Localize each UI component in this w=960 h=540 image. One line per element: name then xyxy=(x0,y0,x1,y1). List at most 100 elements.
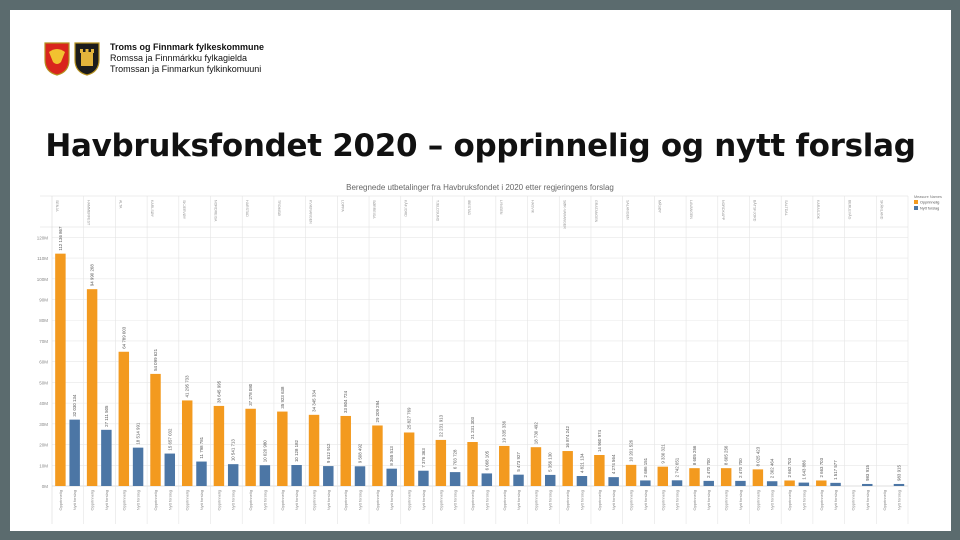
bar-nytt-forslag xyxy=(513,474,524,486)
bar-opprinnelig xyxy=(467,442,478,486)
bar-nytt-forslag xyxy=(323,466,334,486)
x-tick-label: Opprinnelig xyxy=(565,490,570,510)
x-tick-label: Opprinnelig xyxy=(597,490,602,510)
category-label: LOPPA xyxy=(340,200,344,212)
bar-nytt-forslag xyxy=(354,466,366,486)
bar-nytt-forslag xyxy=(703,480,714,486)
data-label: 38 645 995 xyxy=(216,380,221,403)
data-label: 7 376 363 xyxy=(421,448,426,468)
data-label: 1 517 577 xyxy=(833,460,838,480)
x-tick-label: Nytt forslag xyxy=(72,490,77,510)
bar-opprinnelig xyxy=(625,464,637,486)
legend-label: Opprinnelig xyxy=(920,201,939,205)
x-tick-label: Opprinnelig xyxy=(629,490,634,510)
legend-title: Measure Names xyxy=(914,195,942,199)
x-tick-label: Nytt forslag xyxy=(548,490,553,510)
category-label: GRATANGEN xyxy=(594,200,598,223)
y-tick-label: 120M xyxy=(37,235,49,240)
y-tick-label: 110M xyxy=(37,256,48,261)
bar-nytt-forslag xyxy=(164,453,176,486)
category-label: SØRREISA xyxy=(372,200,376,219)
category-label: SALTDAL xyxy=(784,200,788,216)
legend-label: Nytt forslag xyxy=(920,207,939,211)
x-tick-label: Opprinnelig xyxy=(850,490,855,510)
bar-nytt-forslag xyxy=(291,465,302,486)
category-label: MÅSØY xyxy=(657,200,662,214)
x-tick-label: Nytt forslag xyxy=(738,490,743,510)
bar-opprinnelig xyxy=(816,480,827,486)
bar-opprinnelig xyxy=(340,415,351,486)
x-tick-label: Opprinnelig xyxy=(343,490,348,510)
x-tick-label: Opprinnelig xyxy=(58,490,63,510)
bar-chart: Beregnede utbetalinger fra Havbruksfonde… xyxy=(37,183,942,524)
x-tick-label: Nytt forslag xyxy=(453,490,458,510)
slide: Troms og Finnmark fylkeskommune Romssa j… xyxy=(10,10,951,531)
bar-nytt-forslag xyxy=(576,476,588,486)
category-label: NORDREISA xyxy=(214,200,218,222)
data-label: 5 473 927 xyxy=(516,452,521,472)
x-tick-label: Opprinnelig xyxy=(692,490,697,510)
org-line-2: Romssa ja Finnmárkku fylkagielda xyxy=(110,53,248,63)
bar-nytt-forslag xyxy=(735,480,746,486)
data-label: 27 111 505 xyxy=(104,405,109,427)
x-tick-label: Opprinnelig xyxy=(185,490,190,510)
data-label: 2 742 651 xyxy=(675,457,680,477)
x-tick-label: Nytt forslag xyxy=(231,490,236,510)
bar-nytt-forslag xyxy=(132,447,144,486)
y-tick-label: 80M xyxy=(39,318,48,323)
category-label: KÅFJORD xyxy=(404,200,409,217)
x-tick-label: Nytt forslag xyxy=(104,490,109,510)
bar-nytt-forslag xyxy=(608,477,619,486)
data-label: 35 923 638 xyxy=(280,386,285,409)
y-tick-label: 50M xyxy=(39,380,48,385)
category-label: KVÆNANGEN xyxy=(309,200,313,224)
data-label: 10 541 713 xyxy=(231,439,236,462)
bar-opprinnelig xyxy=(277,411,288,486)
category-label: SENJA xyxy=(55,200,59,212)
bar-opprinnelig xyxy=(720,468,732,486)
bar-nytt-forslag xyxy=(893,483,905,486)
data-label: 14 960 974 xyxy=(597,429,602,452)
x-tick-label: Opprinnelig xyxy=(407,490,412,510)
bar-opprinnelig xyxy=(752,469,764,486)
data-label: 8 365 513 xyxy=(389,446,394,466)
x-tick-label: Nytt forslag xyxy=(484,490,489,510)
data-label: 2 686 151 xyxy=(643,457,648,477)
x-tick-label: Opprinnelig xyxy=(724,490,729,510)
bar-nytt-forslag xyxy=(798,482,810,486)
bar-opprinnelig xyxy=(118,351,130,486)
bar-nytt-forslag xyxy=(766,481,778,486)
category-label: HASVIK xyxy=(531,200,535,214)
data-label: 2 662 703 xyxy=(787,457,792,477)
bar-opprinnelig xyxy=(689,468,700,486)
x-tick-label: Opprinnelig xyxy=(660,490,665,510)
category-label: HARSTAD xyxy=(245,200,249,217)
data-label: 9 612 912 xyxy=(326,443,331,463)
x-tick-label: Opprinnelig xyxy=(280,490,285,510)
x-tick-label: Opprinnelig xyxy=(819,490,824,510)
y-tick-label: 70M xyxy=(39,339,48,344)
data-label: 16 874 242 xyxy=(565,426,570,449)
bar-opprinnelig xyxy=(181,400,193,486)
data-label: 5 356 130 xyxy=(548,452,553,472)
bar-nytt-forslag xyxy=(196,461,207,486)
data-label: 9 508 492 xyxy=(358,443,363,463)
data-label: 4 821 134 xyxy=(579,453,584,473)
bar-opprinnelig xyxy=(213,405,225,486)
category-label: SKÅNLAND xyxy=(879,200,884,220)
bar-opprinnelig xyxy=(784,480,795,486)
y-tick-label: 10M xyxy=(39,463,48,468)
data-label: 2 470 700 xyxy=(706,458,711,478)
bar-opprinnelig xyxy=(308,414,320,486)
data-label: 34 345 334 xyxy=(312,389,317,412)
x-tick-label: Opprinnelig xyxy=(438,490,443,510)
y-tick-label: 30M xyxy=(39,422,48,427)
x-tick-label: Opprinnelig xyxy=(90,490,95,510)
x-tick-label: Nytt forslag xyxy=(199,490,204,510)
bar-nytt-forslag xyxy=(449,472,461,486)
category-label: BERLEVÅG xyxy=(848,200,853,220)
x-tick-label: Opprinnelig xyxy=(312,490,317,510)
bar-opprinnelig xyxy=(245,408,256,486)
category-label: ALTA xyxy=(118,200,122,209)
category-label: IBESTAD xyxy=(467,200,471,216)
